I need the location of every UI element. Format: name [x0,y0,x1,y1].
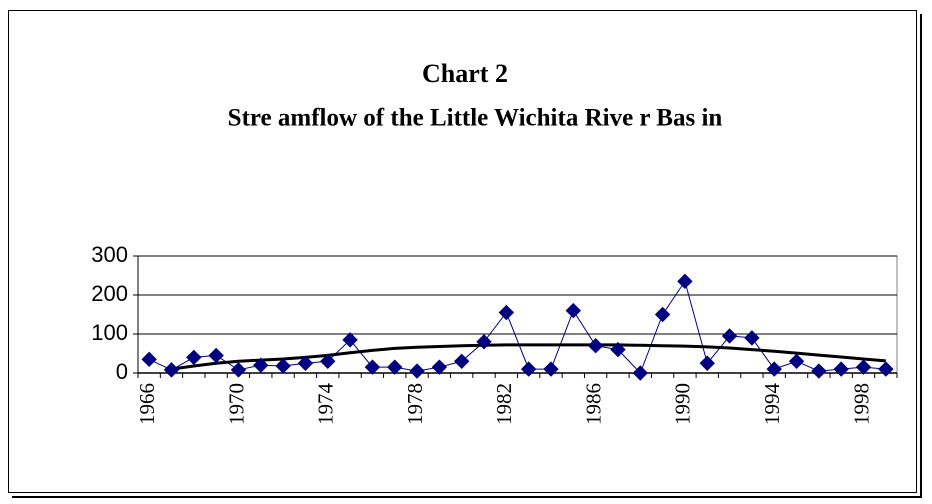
x-tick-label: 1990 [671,383,695,425]
x-tick-label: 1978 [403,383,427,425]
x-tick-label: 1966 [135,383,159,425]
x-tick-label: 1982 [492,383,516,425]
data-point [744,330,760,346]
y-tick-label: 200 [91,281,128,306]
data-point [565,302,582,319]
data-point [253,357,269,373]
y-tick-label: 0 [116,359,128,384]
data-point [520,361,537,377]
data-point [364,359,381,375]
data-point [632,365,648,381]
chart-border [8,10,917,493]
data-point [654,306,671,323]
data-point [587,337,604,354]
data-point [610,341,626,358]
data-line [148,280,886,374]
x-tick-label: 1998 [849,383,873,425]
data-point [699,355,715,371]
trend-line [171,343,886,371]
data-point [431,359,448,375]
chart-title: Chart 2 [422,59,508,88]
data-point [141,351,157,368]
x-tick-label: 1994 [760,383,784,426]
x-tick-label: 1986 [581,383,605,425]
data-point [163,362,180,378]
data-point [320,353,336,370]
x-tick-label: 1970 [224,383,248,425]
data-point [387,359,403,375]
data-point [677,273,693,290]
data-point [721,328,738,344]
data-point [788,353,805,370]
data-point [409,363,425,379]
data-point [543,361,559,377]
chart-subtitle: Stre amflow of the Little Wichita Rive r… [228,105,723,132]
data-point [498,304,515,321]
data-point [855,359,872,375]
y-tick-label: 300 [91,242,128,267]
data-point [878,361,894,377]
data-point [811,363,827,379]
data-point [766,361,782,377]
y-tick-label: 100 [91,320,128,345]
x-tick-label: 1974 [314,383,338,426]
data-point [275,358,291,374]
data-point [186,349,202,366]
data-point [476,334,492,350]
data-point [208,347,224,364]
data-point [230,362,247,378]
data-point [453,353,470,370]
data-point [833,361,849,377]
data-point [297,355,314,371]
data-point [342,332,358,348]
